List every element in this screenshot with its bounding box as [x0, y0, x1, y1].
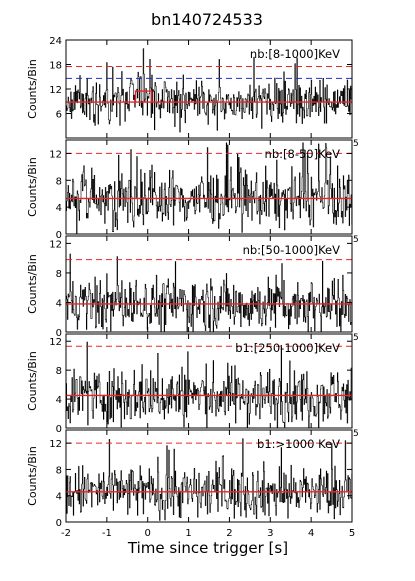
x-tick-label-5: 3 [267, 528, 273, 539]
panel-frame-3 [65, 333, 353, 429]
x-tick-label-3: 1 [185, 528, 191, 539]
panel-frame-1 [65, 139, 353, 235]
series-line-2 [66, 253, 352, 333]
panel-4: 0 4 8 12 b1:>1000 KeV Counts/Bin 5 [26, 429, 359, 529]
y-tick-label-2-3: 12 [49, 239, 62, 250]
x-tick-label-4: 2 [226, 528, 232, 539]
y-tick-label-0-1: 12 [49, 85, 62, 96]
y-tick-label-3-0: 0 [56, 424, 62, 435]
y-tick-label-1-1: 4 [56, 203, 62, 214]
panels: 6 12 18 24 nb:[8-1000]KeV Counts/Bin 0 4 8 12 nb:[… [26, 36, 359, 529]
chart-title: bn140724533 [151, 10, 263, 29]
y-tick-label-4-0: 0 [56, 518, 62, 529]
x-tick-label-2: 0 [145, 528, 151, 539]
y-axis-label-2: Counts/Bin [26, 254, 39, 314]
y-tick-label-4-3: 12 [49, 439, 62, 450]
y-tick-label-3-1: 4 [56, 395, 62, 406]
panel-label-2: nb:[50-1000]KeV [243, 243, 341, 257]
x-tick-label-7: 5 [349, 528, 355, 539]
y-axis-label-4: Counts/Bin [26, 446, 39, 506]
panel-2: 0 4 8 12 nb:[50-1000]KeV Counts/Bin 5 [26, 235, 359, 339]
panel-label-1: nb:[8-50]KeV [265, 147, 341, 161]
y-tick-label-3-2: 8 [56, 366, 62, 377]
y-tick-label-3-3: 12 [49, 337, 62, 348]
panel-label-4: b1:>1000 KeV [257, 437, 340, 451]
series-line-0 [66, 48, 352, 133]
y-tick-label-1-3: 12 [49, 149, 62, 160]
extra-tick-label-2: 5 [353, 235, 359, 245]
y-axis-label-0: Counts/Bin [26, 59, 39, 119]
panel-frame-4 [65, 429, 353, 523]
y-tick-label-0-2: 18 [49, 61, 62, 72]
series-line-4 [66, 438, 352, 521]
y-axis-label-1: Counts/Bin [26, 157, 39, 217]
extra-tick-label-3: 5 [353, 333, 359, 343]
y-tick-label-1-0: 0 [56, 230, 62, 241]
y-tick-label-2-1: 4 [56, 298, 62, 309]
y-tick-label-2-0: 0 [56, 328, 62, 339]
series-line-1 [66, 142, 352, 235]
y-tick-label-0-3: 24 [49, 36, 62, 47]
panel-3: 0 4 8 12 b1:[250-1000]KeV Counts/Bin 5 [26, 333, 359, 435]
panel-label-0: nb:[8-1000]KeV [250, 47, 340, 61]
x-tick-label-1: -1 [102, 528, 112, 539]
y-tick-label-4-2: 8 [56, 465, 62, 476]
y-tick-label-0-0: 6 [56, 110, 62, 121]
y-tick-label-2-2: 8 [56, 269, 62, 280]
x-axis: -2 -1 0 1 2 3 4 5 [61, 528, 355, 539]
peak-window-line [134, 90, 153, 103]
panel-1: 0 4 8 12 nb:[8-50]KeV Counts/Bin 5 [26, 139, 359, 241]
x-axis-label: Time since trigger [s] [127, 539, 288, 557]
panel-0: 6 12 18 24 nb:[8-1000]KeV Counts/Bin [26, 36, 353, 139]
extra-tick-label-1: 5 [353, 139, 359, 149]
extra-tick-label-4: 5 [353, 429, 359, 439]
y-axis-label-3: Counts/Bin [26, 351, 39, 411]
x-tick-label-0: -2 [61, 528, 71, 539]
y-tick-label-1-2: 8 [56, 176, 62, 187]
panel-label-3: b1:[250-1000]KeV [235, 341, 340, 355]
y-tick-label-4-1: 4 [56, 492, 62, 503]
x-tick-label-6: 4 [308, 528, 314, 539]
panel-frame-2 [65, 235, 353, 333]
